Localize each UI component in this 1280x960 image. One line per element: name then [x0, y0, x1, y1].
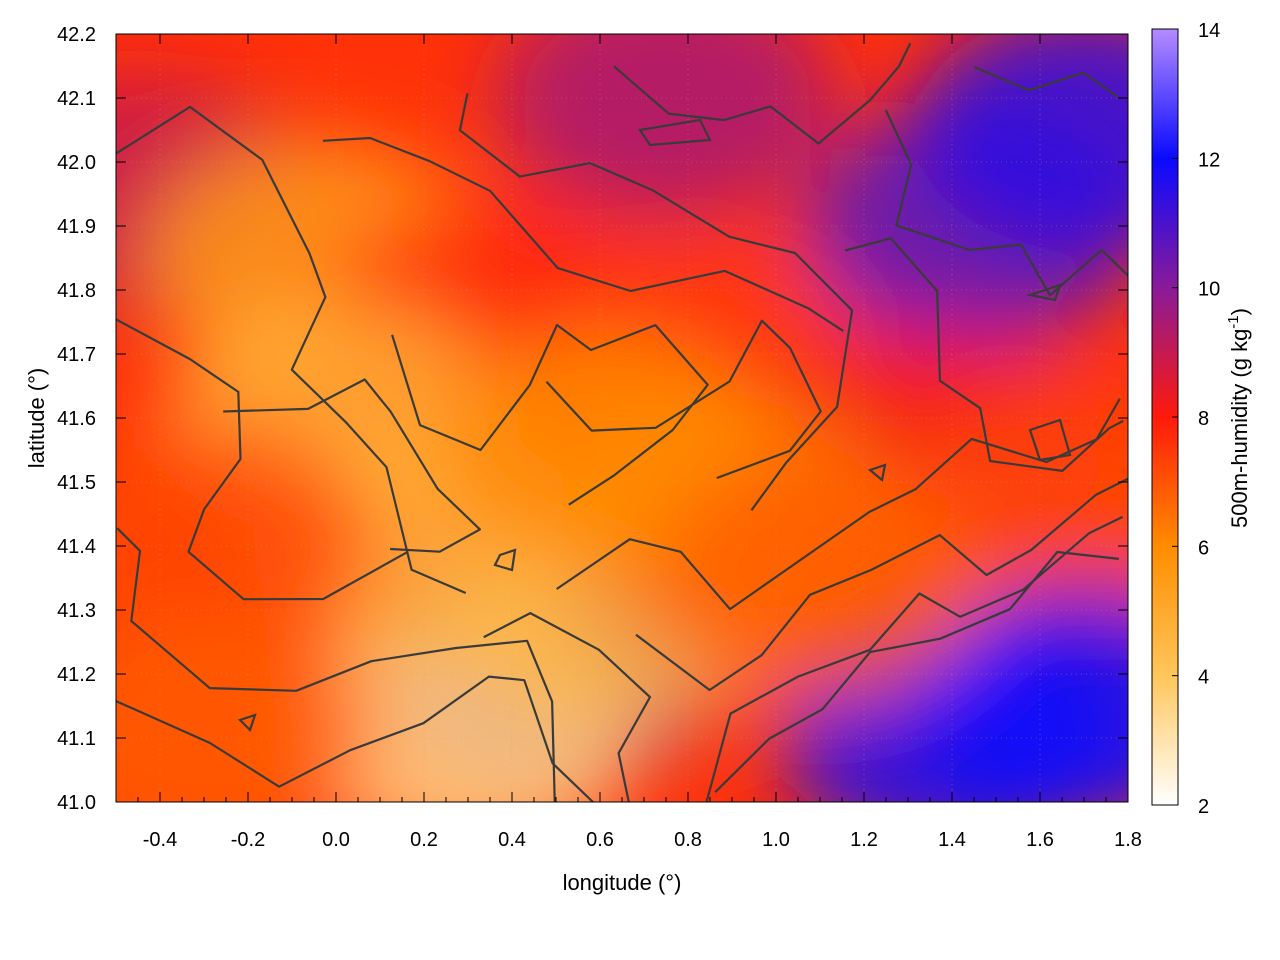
- colorbar-tick-label-5: 12: [1198, 149, 1220, 171]
- contour-loop-5: [1025, 283, 1062, 302]
- contour-line-8: [483, 612, 652, 802]
- colorbar-tick-label-3: 8: [1198, 408, 1209, 430]
- contour-line-12: [844, 237, 1124, 472]
- contour-loop-1: [493, 548, 517, 572]
- colorbar-label: 500m-humidity (g kg-1): [1225, 308, 1252, 528]
- colorbar-ticks: 2 4 6 8 10 12 14: [1172, 20, 1220, 818]
- x-tick-label-0: -0.4: [143, 829, 177, 851]
- contour-line-3: [116, 675, 595, 802]
- y-tick-label-4: 41.4: [57, 536, 96, 558]
- contour-loop-2: [867, 463, 887, 483]
- x-axis-label: longitude (°): [563, 870, 682, 895]
- contour-line-4: [391, 323, 709, 506]
- x-tick-label-1: -0.2: [231, 829, 265, 851]
- y-tick-label-8: 41.8: [57, 280, 96, 302]
- x-axis: -0.4 -0.2 0.0 0.2 0.4 0.6 0.8 1.0 1.2 1.4 1.6 1.8: [115, 34, 1142, 851]
- x-tick-label-11: 1.8: [1114, 829, 1142, 851]
- contour-line-1: [116, 318, 409, 601]
- x-tick-label-10: 1.6: [1026, 829, 1054, 851]
- colorbar-tick-label-6: 14: [1198, 20, 1220, 42]
- contour-line-15: [613, 42, 912, 145]
- humidity-contours: [116, 42, 1128, 802]
- colorbar-tick-label-4: 10: [1198, 279, 1220, 301]
- colorbar: 2 4 6 8 10 12 14 500m-humidity (g kg-1): [1151, 20, 1252, 818]
- x-tick-label-7: 1.0: [762, 829, 790, 851]
- x-tick-label-3: 0.2: [410, 829, 438, 851]
- y-tick-label-10: 42.0: [57, 152, 96, 174]
- contour-loop-3: [1028, 418, 1072, 462]
- field-region-6: [914, 34, 1128, 250]
- colorbar-tick-label-0: 2: [1198, 796, 1209, 818]
- contour-line-14: [884, 109, 1128, 297]
- y-axis: 41.0 41.1 41.2 41.3 41.4 41.5 41.6 41.7 41.8 41.9…: [57, 24, 1128, 814]
- y-tick-label-11: 42.1: [57, 88, 96, 110]
- y-tick-label-3: 41.3: [57, 600, 96, 622]
- colorbar-label-exponent: -1: [1225, 315, 1242, 328]
- x-tick-label-9: 1.4: [938, 829, 966, 851]
- x-tick-label-6: 0.8: [674, 829, 702, 851]
- contour-line-16: [545, 319, 822, 480]
- x-tick-label-2: 0.0: [322, 829, 350, 851]
- contour-line-9: [635, 477, 1128, 692]
- y-tick-label-12: 42.2: [57, 24, 96, 46]
- y-tick-label-9: 41.9: [57, 216, 96, 238]
- y-tick-label-7: 41.7: [57, 344, 96, 366]
- x-tick-label-4: 0.4: [498, 829, 526, 851]
- x-tick-label-8: 1.2: [850, 829, 878, 851]
- y-tick-label-0: 41.0: [57, 792, 96, 814]
- contour-line-6: [322, 136, 844, 332]
- colorbar-label-main: 500m-humidity (g kg: [1227, 329, 1252, 528]
- contour-line-11: [714, 550, 1119, 793]
- y-tick-label-1: 41.1: [57, 728, 96, 750]
- colorbar-label-suffix: ): [1227, 308, 1252, 315]
- y-axis-label: latitude (°): [24, 368, 49, 469]
- contour-loop-0: [638, 118, 712, 147]
- colorbar-tick-label-1: 4: [1198, 667, 1209, 689]
- y-tick-label-5: 41.5: [57, 472, 96, 494]
- field-region-10: [914, 586, 1128, 802]
- y-tick-label-6: 41.6: [57, 408, 96, 430]
- plot-area: [116, 34, 1128, 802]
- contour-line-0: [116, 105, 467, 595]
- colorbar-tick-label-2: 6: [1198, 537, 1209, 559]
- contour-line-13: [974, 66, 1119, 98]
- contour-line-17: [223, 378, 481, 553]
- contour-line-5: [458, 93, 854, 511]
- contour-line-2: [116, 527, 556, 802]
- contour-loop-4: [237, 713, 257, 733]
- field-region-20: [650, 458, 990, 698]
- contour-line-7: [556, 398, 1121, 611]
- field-region-15: [116, 426, 374, 666]
- y-tick-label-2: 41.2: [57, 664, 96, 686]
- x-tick-label-5: 0.6: [586, 829, 614, 851]
